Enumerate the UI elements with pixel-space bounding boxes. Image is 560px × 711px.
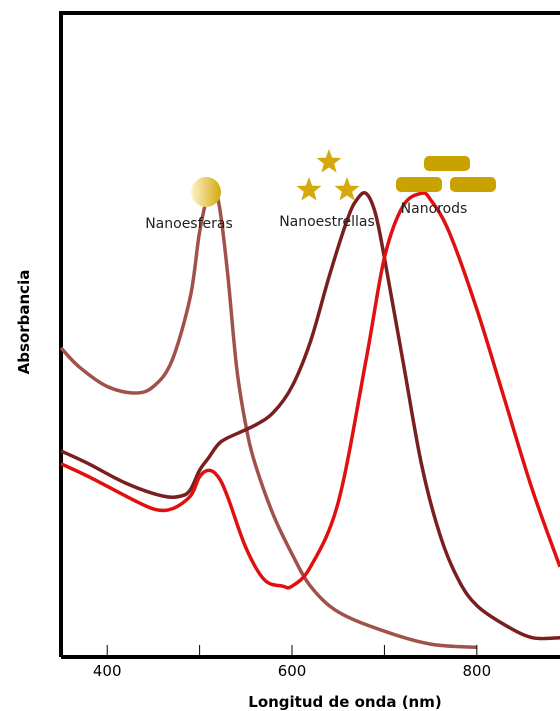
series-group (59, 187, 560, 650)
series-line-nanoestrellas (60, 191, 560, 641)
rod-icon (396, 156, 496, 192)
series-line-nanoesferas (59, 187, 477, 650)
label-nanoesferas: Nanoesferas (145, 216, 233, 232)
x-axis-title: Longitud de onda (nm) (248, 693, 441, 711)
x-tick-label: 600 (278, 662, 307, 680)
x-tick-label: 800 (463, 662, 492, 680)
series-line-nanorods (60, 191, 560, 590)
star-icon (296, 149, 360, 201)
y-axis-title: Absorbancia (15, 270, 33, 375)
sphere-icon (191, 177, 221, 207)
label-nanoestrellas: Nanoestrellas (279, 214, 375, 230)
x-ticks: 400 600 800 (93, 645, 491, 680)
plot-frame (59, 11, 560, 657)
label-nanorods: Nanorods (401, 201, 468, 217)
x-tick-label: 400 (93, 662, 122, 680)
